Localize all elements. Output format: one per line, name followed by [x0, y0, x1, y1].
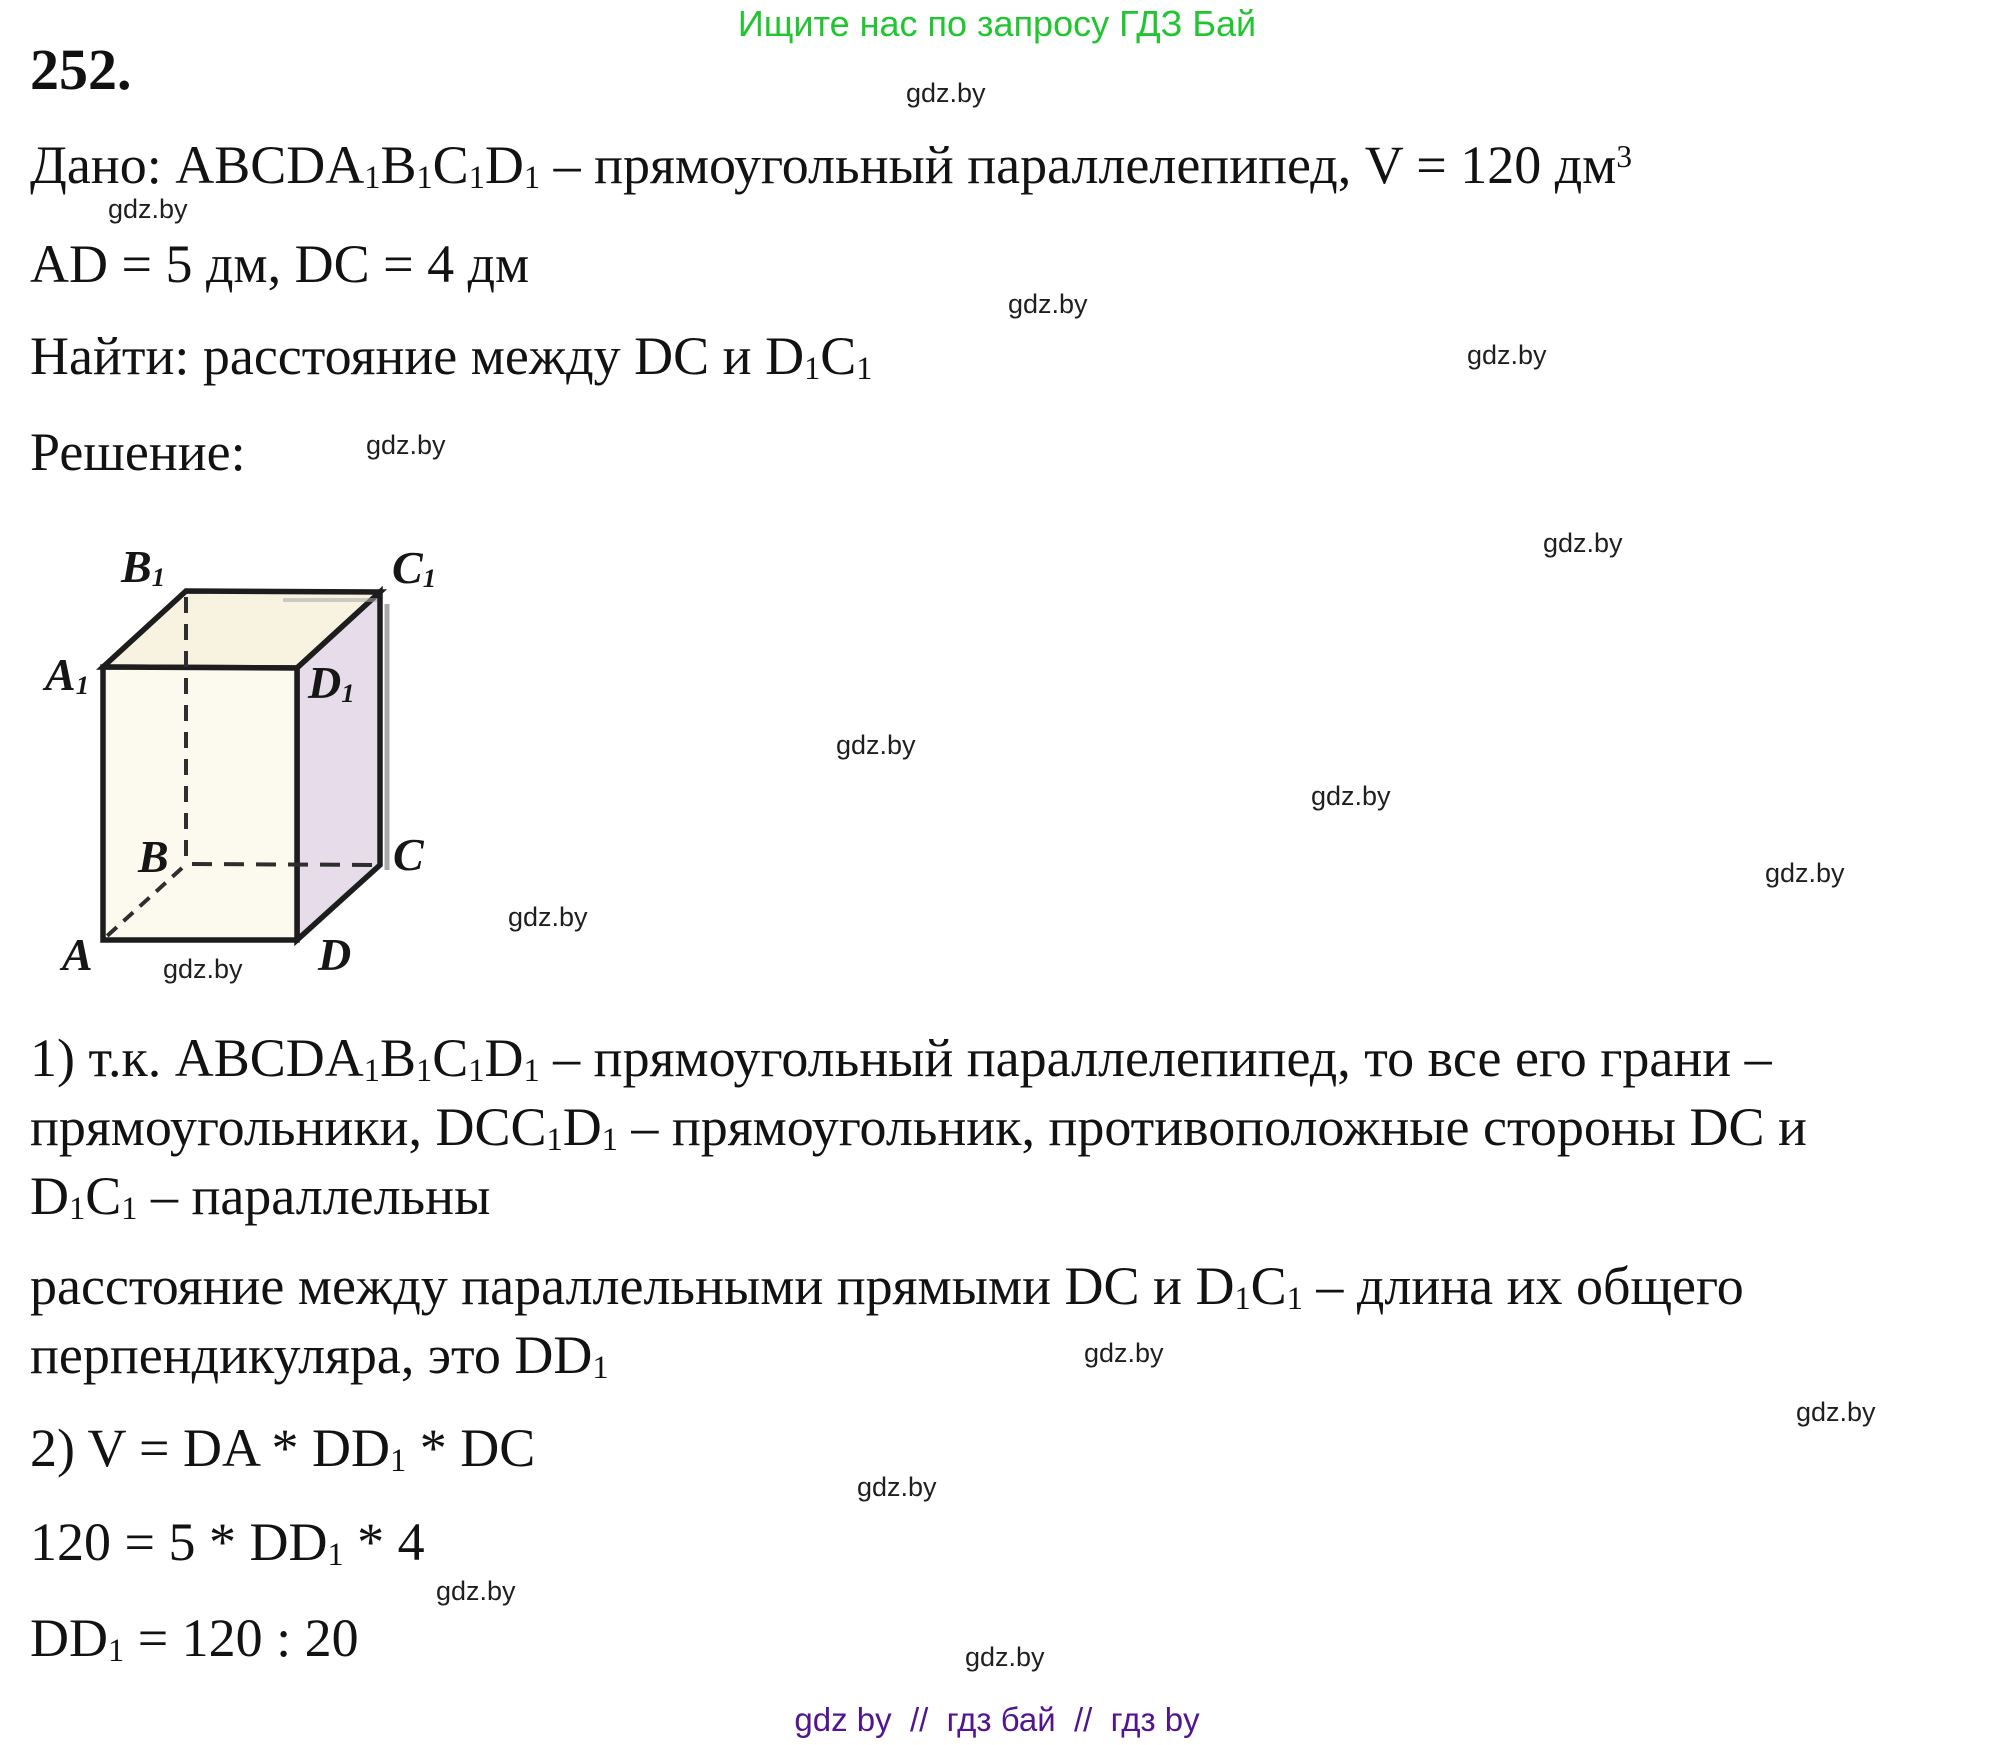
problem-number: 252.: [30, 37, 132, 102]
vertex-label-d1: D1: [308, 657, 355, 708]
watermark-gdz: gdz.by: [436, 1576, 516, 1606]
hidden-edge-ba: [104, 866, 184, 939]
equation-values: 120 = 5 * DD1 * 4: [30, 1512, 425, 1574]
dimensions-line: AD = 5 дм, DC = 4 дм: [30, 234, 530, 294]
vertex-label-c1: C1: [392, 542, 437, 593]
distance-note-line-2: перпендикуляра, это DD1: [30, 1325, 609, 1387]
box-drawing: [95, 585, 390, 947]
watermark-gdz: gdz.by: [1796, 1397, 1876, 1427]
equation-result: DD1 = 120 : 20: [30, 1608, 359, 1670]
watermark-gdz: gdz.by: [857, 1472, 937, 1502]
parallelepiped-figure: B1 C1 A1 D1 B C A D: [45, 540, 451, 1000]
vertex-label-a: A: [62, 929, 93, 980]
distance-note-line-1: расстояние между параллельными прямыми D…: [30, 1256, 1744, 1318]
watermark-gdz: gdz.by: [965, 1642, 1045, 1672]
step1-line-2: прямоугольники, DCC1D1 – прямоугольник, …: [30, 1097, 1807, 1159]
given-line: Дано: ABCDA1B1C1D1 – прямоугольный парал…: [30, 135, 1632, 197]
watermark-gdz: gdz.by: [1467, 340, 1547, 370]
vertex-label-b: B: [138, 831, 169, 882]
vertex-label-d: D: [318, 929, 352, 980]
watermark-gdz: gdz.by: [366, 430, 446, 460]
solution-heading: Решение:: [30, 422, 246, 482]
watermark-gdz: gdz.by: [1084, 1338, 1164, 1368]
step1-line-1: 1) т.к. ABCDA1B1C1D1 – прямоугольный пар…: [30, 1028, 1772, 1090]
vertex-label-c: C: [393, 829, 424, 880]
watermark-gdz: gdz.by: [508, 902, 588, 932]
box-front-face: [100, 664, 300, 943]
watermark-gdz: gdz.by: [906, 78, 986, 108]
watermark-gdz: gdz.by: [1543, 528, 1623, 558]
watermark-gdz: gdz.by: [163, 954, 243, 984]
watermark-gdz: gdz.by: [108, 194, 188, 224]
watermark-gdz: gdz.by: [1008, 289, 1088, 319]
watermark-gdz: gdz.by: [1765, 858, 1845, 888]
vertex-label-b1: B1: [121, 541, 166, 592]
footer-watermark: gdz by // гдз бай // гдз by: [794, 1701, 1200, 1738]
watermark-gdz: gdz.by: [836, 730, 916, 760]
vertex-label-a1: A1: [45, 649, 90, 700]
promo-banner: Ищите нас по запросу ГДЗ Бай: [737, 3, 1257, 44]
find-line: Найти: расстояние между DC и D1C1: [30, 326, 873, 388]
step1-line-3: D1C1 – параллельны: [30, 1166, 491, 1228]
step2-formula: 2) V = DA * DD1 * DC: [30, 1418, 536, 1480]
watermark-gdz: gdz.by: [1311, 781, 1391, 811]
